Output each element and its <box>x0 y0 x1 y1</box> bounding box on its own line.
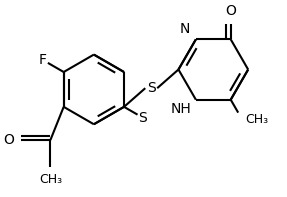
Text: N: N <box>180 22 190 36</box>
Text: F: F <box>39 53 47 67</box>
Text: O: O <box>4 133 15 147</box>
Text: CH₃: CH₃ <box>39 173 62 186</box>
Text: S: S <box>147 81 156 95</box>
Text: CH₃: CH₃ <box>246 113 269 126</box>
Text: S: S <box>138 111 147 125</box>
Text: NH: NH <box>170 102 191 116</box>
Text: O: O <box>225 4 236 18</box>
